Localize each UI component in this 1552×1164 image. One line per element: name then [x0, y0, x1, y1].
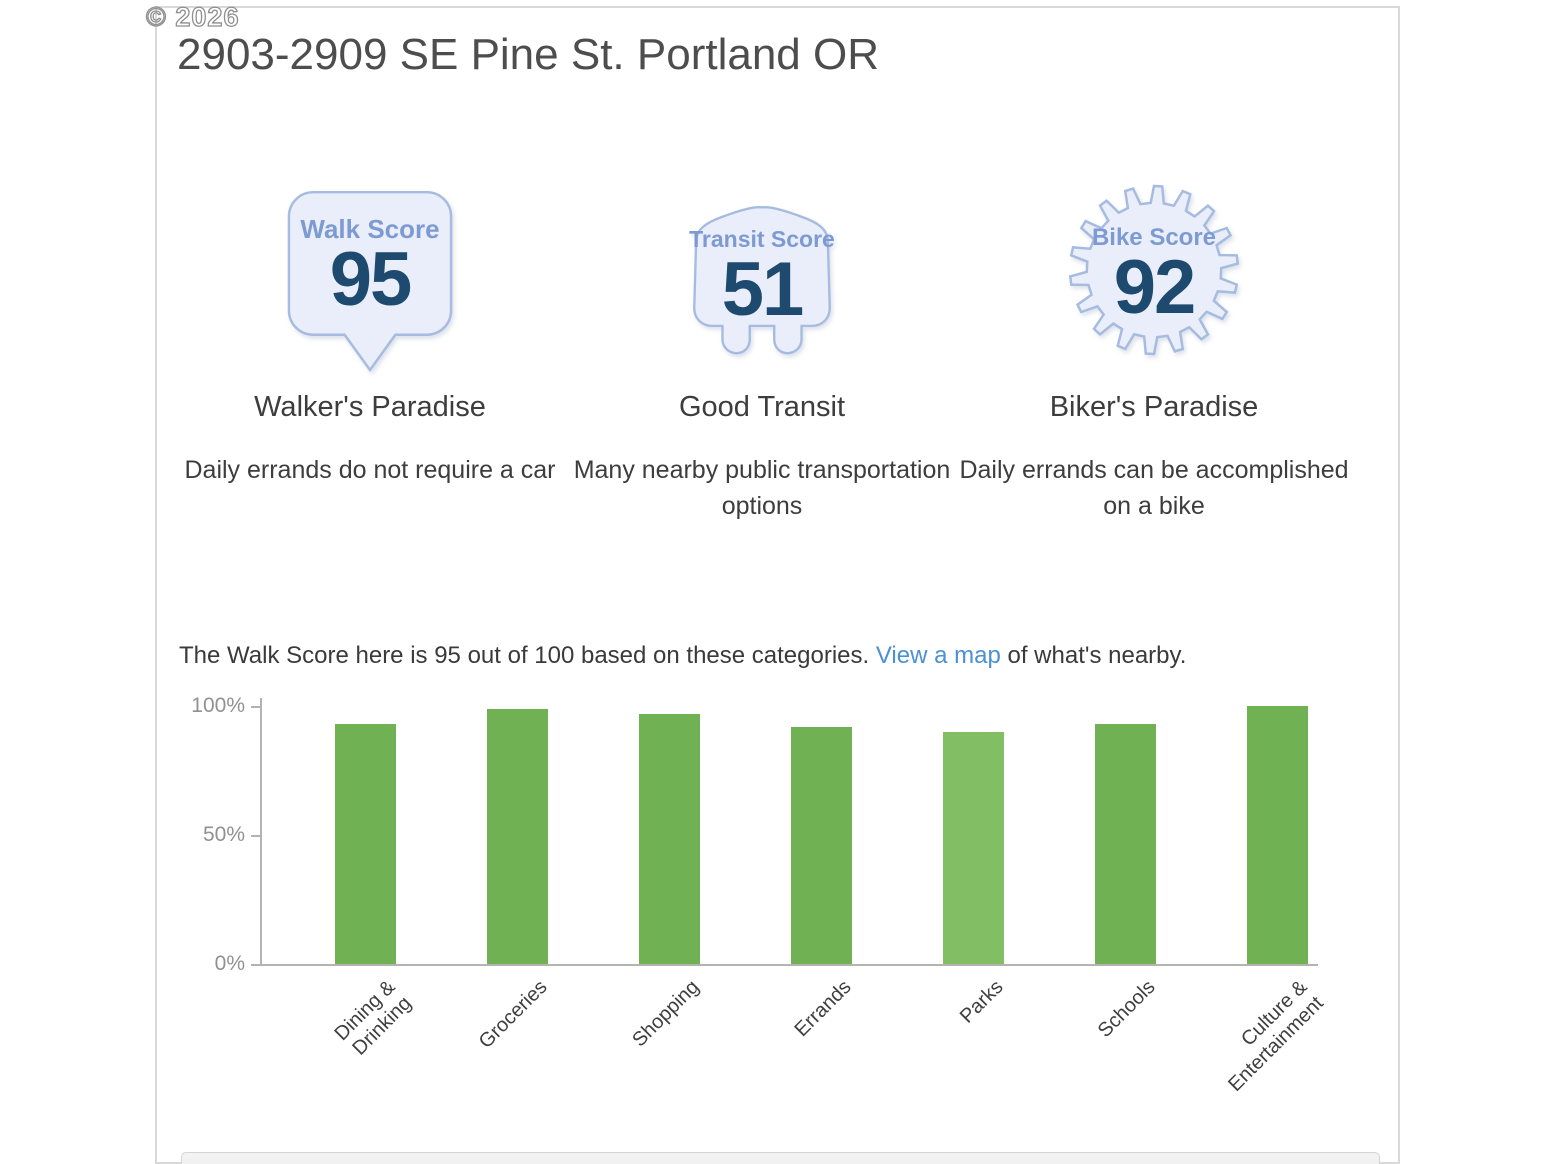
walk-score-badge[interactable]: Walk Score 95 — [287, 190, 453, 376]
category-bar — [1247, 706, 1308, 964]
bike-score-description: Daily errands can be accomplished on a b… — [959, 456, 1349, 520]
y-axis-tick — [251, 835, 260, 837]
view-map-link[interactable]: View a map — [875, 642, 1001, 669]
x-axis-category-label: Groceries — [474, 976, 552, 1053]
y-axis-line — [260, 698, 262, 966]
copyright-watermark: © 2026 — [145, 1, 240, 32]
category-bar — [1095, 724, 1156, 964]
category-bar — [943, 732, 1004, 964]
transit-score-label: Transit Score — [689, 226, 835, 252]
category-bar — [487, 709, 548, 964]
gear-icon — [1068, 184, 1240, 356]
y-axis-tick-label: 0% — [214, 952, 245, 975]
category-bar — [639, 714, 700, 964]
walk-score-title: Walker's Paradise — [254, 391, 486, 423]
y-axis-tick-label: 50% — [202, 823, 245, 846]
x-axis-category-label: Parks — [955, 976, 1008, 1028]
transit-score-value: 51 — [721, 247, 805, 332]
transit-score-badge[interactable]: Transit Score 51 — [682, 194, 842, 358]
walkscore-widget: 2903-2909 SE Pine St. Portland OR Walk S… — [155, 6, 1400, 1164]
category-bar — [791, 727, 852, 964]
x-axis-category-label: Culture & Entertainment — [1223, 976, 1328, 1096]
x-axis-category-label: Errands — [789, 976, 856, 1042]
x-axis-category-label: Shopping — [627, 976, 704, 1052]
bottom-panel — [181, 1152, 1380, 1164]
bike-score-column: Bike Score 92 Biker's Paradise Daily err… — [958, 184, 1350, 524]
bike-score-value: 92 — [1113, 245, 1197, 330]
x-axis-category-label: Dining & Drinking — [330, 976, 416, 1060]
walk-score-description: Daily errands do not require a car — [184, 456, 556, 484]
bus-icon — [693, 206, 831, 355]
speech-bubble-icon — [287, 190, 453, 372]
y-axis-tick-label: 100% — [191, 694, 245, 717]
walk-score-value: 95 — [329, 237, 413, 322]
summary-text-before: The Walk Score here is 95 out of 100 bas… — [179, 642, 876, 669]
walk-score-label: Walk Score — [300, 214, 440, 244]
summary-sentence: The Walk Score here is 95 out of 100 bas… — [179, 642, 1186, 670]
scores-row: Walk Score 95 Walker's Paradise Daily er… — [174, 184, 1350, 524]
bike-score-label: Bike Score — [1091, 224, 1217, 251]
walkscore-category-chart: 0% 50% 100% Dining & Drinking Groceries Shopp… — [157, 8, 1398, 1162]
y-axis-tick — [251, 706, 260, 708]
walk-score-column: Walk Score 95 Walker's Paradise Daily er… — [174, 190, 566, 524]
bike-score-title: Biker's Paradise — [1049, 391, 1259, 423]
transit-score-column: Transit Score 51 Good Transit Many nearb… — [566, 190, 958, 524]
bike-score-badge[interactable]: Bike Score 92 — [1068, 184, 1240, 356]
transit-score-title: Good Transit — [678, 391, 846, 423]
x-axis-category-label: Schools — [1093, 976, 1160, 1042]
page-title: 2903-2909 SE Pine St. Portland OR — [177, 30, 879, 79]
category-bar — [335, 724, 396, 964]
x-axis-line — [260, 964, 1318, 966]
summary-text-after: of what's nearby. — [1000, 642, 1187, 669]
y-axis-tick — [251, 964, 260, 966]
transit-score-description: Many nearby public transportation option… — [573, 456, 951, 520]
